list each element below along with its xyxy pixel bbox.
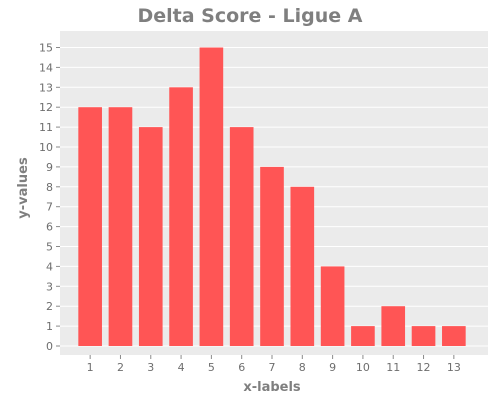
y-tick-label: 7 bbox=[46, 201, 53, 214]
bar bbox=[138, 127, 163, 346]
x-tick-label: 4 bbox=[178, 361, 185, 374]
bar bbox=[199, 47, 224, 346]
bar bbox=[381, 306, 406, 346]
y-tick-label: 13 bbox=[39, 81, 53, 94]
y-tick-label: 12 bbox=[39, 101, 53, 114]
x-tick-label: 6 bbox=[238, 361, 245, 374]
bar bbox=[442, 326, 466, 346]
bar bbox=[260, 166, 284, 346]
bar bbox=[169, 87, 193, 347]
x-tick-label: 5 bbox=[208, 361, 215, 374]
bar bbox=[290, 186, 315, 346]
x-axis-label: x-labels bbox=[243, 380, 301, 395]
y-tick-label: 4 bbox=[46, 260, 53, 273]
x-tick-label: 11 bbox=[386, 361, 400, 374]
y-tick-label: 11 bbox=[39, 121, 53, 134]
bar bbox=[229, 127, 254, 346]
x-tick-label: 12 bbox=[417, 361, 431, 374]
bar bbox=[78, 107, 102, 346]
x-tick-label: 3 bbox=[147, 361, 154, 374]
y-tick-label: 1 bbox=[46, 320, 53, 333]
x-tick-label: 10 bbox=[356, 361, 370, 374]
x-tick-label: 7 bbox=[269, 361, 276, 374]
chart-title: Delta Score - Ligue A bbox=[137, 5, 362, 27]
x-tick-label: 8 bbox=[299, 361, 306, 374]
y-axis-label: y-values bbox=[16, 157, 31, 219]
y-tick-label: 6 bbox=[46, 221, 53, 234]
y-tick-label: 14 bbox=[39, 61, 53, 74]
y-tick-label: 8 bbox=[46, 181, 53, 194]
bar bbox=[411, 326, 436, 346]
y-tick-label: 15 bbox=[39, 42, 53, 55]
x-tick-label: 2 bbox=[117, 361, 124, 374]
bar bbox=[108, 107, 133, 346]
bar bbox=[351, 326, 375, 346]
x-tick-label: 1 bbox=[87, 361, 94, 374]
x-tick-label: 13 bbox=[447, 361, 461, 374]
y-tick-label: 5 bbox=[46, 241, 53, 254]
y-tick-label: 3 bbox=[46, 280, 53, 293]
x-axis-ticks: 1 2 3 4 5 6 7 8 9 10 11 12 13 bbox=[87, 355, 461, 374]
y-tick-label: 10 bbox=[39, 141, 53, 154]
y-tick-label: 9 bbox=[46, 161, 53, 174]
y-tick-label: 2 bbox=[46, 300, 53, 313]
bar bbox=[320, 266, 345, 346]
x-tick-label: 9 bbox=[329, 361, 336, 374]
bars bbox=[78, 47, 466, 347]
y-tick-label: 0 bbox=[46, 340, 53, 353]
